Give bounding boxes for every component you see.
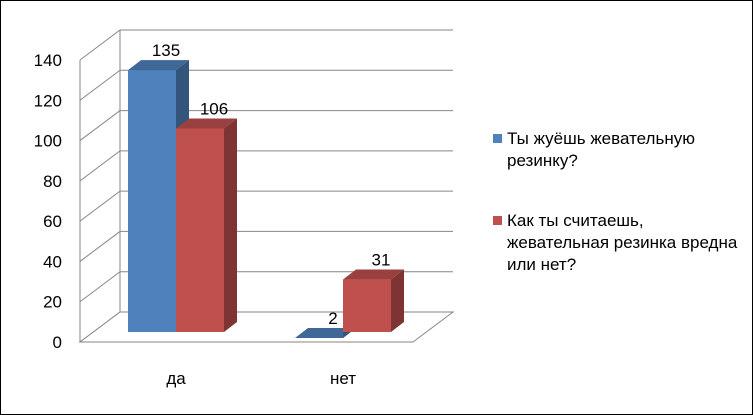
legend-item-series-1: Ты жуёшь жевательную резинку? xyxy=(493,128,743,172)
bar xyxy=(343,279,391,332)
gridline-side xyxy=(79,150,121,182)
bar-side xyxy=(391,269,404,332)
bar-top xyxy=(343,269,404,280)
bar-top xyxy=(295,327,356,338)
y-tick-label: 20 xyxy=(43,293,62,312)
y-tick-label: 80 xyxy=(43,172,62,191)
legend-swatch-series-1 xyxy=(493,134,502,143)
gridline-side xyxy=(79,190,121,222)
bar-side xyxy=(224,118,237,332)
y-tick-label: 100 xyxy=(34,132,62,151)
data-label: 31 xyxy=(372,251,391,270)
y-tick-label: 60 xyxy=(43,212,62,231)
y-tick-label: 120 xyxy=(34,91,62,110)
bar-top xyxy=(128,60,189,71)
gridline-side xyxy=(79,29,121,61)
bar xyxy=(176,128,224,332)
y-tick-label: 140 xyxy=(34,51,62,70)
data-label: 106 xyxy=(200,99,228,118)
legend-item-series-2: Как ты считаешь, жевательная резинка вре… xyxy=(493,210,743,276)
x-tick-label: нет xyxy=(330,369,356,388)
legend-swatch-series-2 xyxy=(493,216,502,225)
gridline-side xyxy=(79,69,121,101)
data-label: 135 xyxy=(152,41,180,60)
gridline-side xyxy=(79,231,121,262)
bar xyxy=(128,70,176,333)
y-tick-label: 0 xyxy=(53,333,62,352)
bar-top xyxy=(176,118,237,129)
x-tick-label: да xyxy=(166,369,186,388)
gridline-side xyxy=(79,271,121,303)
y-tick-label: 40 xyxy=(43,252,62,271)
legend-label-series-1: Ты жуёшь жевательную резинку? xyxy=(507,129,695,170)
data-label: 2 xyxy=(328,309,337,328)
legend: Ты жуёшь жевательную резинку? Как ты счи… xyxy=(493,128,743,314)
legend-label-series-2: Как ты считаешь, жевательная резинка вре… xyxy=(507,211,738,274)
gridline-side xyxy=(79,110,121,141)
